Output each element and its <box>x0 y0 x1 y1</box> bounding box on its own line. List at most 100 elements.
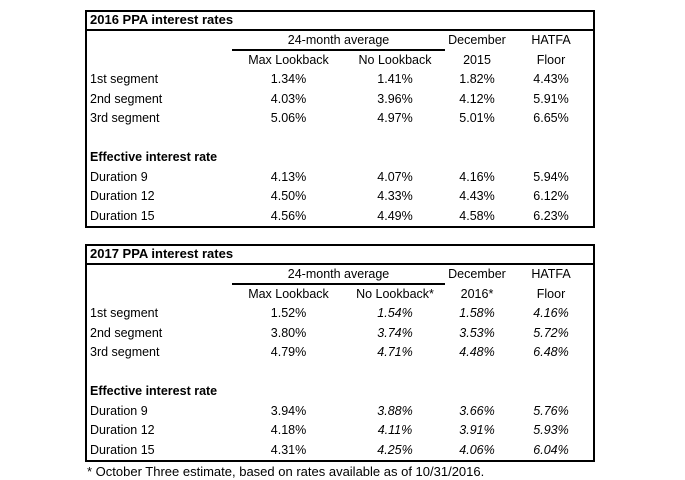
rate-value: 4.16% <box>533 306 569 320</box>
rate-value: 5.72% <box>533 325 569 340</box>
col-header-hatfa: HATFA <box>531 33 571 47</box>
spacer-row <box>87 129 593 149</box>
table-row: Duration 9 4.13% 4.07% 4.16% 5.94% <box>87 168 593 188</box>
rate-value: 3.88% <box>377 403 413 418</box>
rate-value: 5.91% <box>533 91 569 106</box>
rate-value: 4.49% <box>377 208 413 223</box>
rate-value: 6.12% <box>533 189 569 203</box>
rate-value: 1.52% <box>270 306 307 320</box>
col-header-max-lookback: Max Lookback <box>248 52 329 67</box>
rate-value: 5.93% <box>533 423 569 437</box>
rate-value: 6.04% <box>533 442 569 457</box>
rate-value: 3.94% <box>270 403 307 418</box>
table-row: 1st segment 1.34% 1.41% 1.82% 4.43% <box>87 70 593 90</box>
rate-value: 3.80% <box>270 325 307 340</box>
rate-value: 4.18% <box>270 423 307 437</box>
rate-value: 4.31% <box>270 442 307 457</box>
table-row: Duration 12 4.18% 4.11% 3.91% 5.93% <box>87 421 593 441</box>
empty-cell <box>87 265 232 285</box>
rate-value: 4.79% <box>270 345 307 359</box>
rate-value: 4.43% <box>533 72 569 86</box>
rate-value: 4.50% <box>270 189 307 203</box>
col-header-hatfa: HATFA <box>531 267 571 281</box>
row-label: Duration 15 <box>90 208 155 223</box>
rate-value: 3.53% <box>459 325 495 340</box>
table-row: 1st segment 1.52% 1.54% 1.58% 4.16% <box>87 304 593 324</box>
rate-value: 4.71% <box>377 345 413 359</box>
row-label: Duration 9 <box>90 169 148 184</box>
row-label: Duration 9 <box>90 403 148 418</box>
rate-value: 3.66% <box>459 403 495 418</box>
table-title: 2017 PPA interest rates <box>87 246 593 265</box>
spacer-row <box>87 363 593 383</box>
rate-value: 1.41% <box>377 72 413 86</box>
table-row: 3rd segment 4.79% 4.71% 4.48% 6.48% <box>87 343 593 363</box>
col-header-no-lookback: No Lookback* <box>356 286 434 301</box>
section-header-row: Effective interest rate <box>87 382 593 402</box>
rate-value: 4.56% <box>270 208 307 223</box>
row-label: 2nd segment <box>90 91 163 106</box>
rate-value: 1.58% <box>459 306 495 320</box>
rate-value: 5.76% <box>533 403 569 418</box>
table-body: 1st segment 1.34% 1.41% 1.82% 4.43% 2nd segme… <box>87 70 593 226</box>
rate-value: 4.58% <box>459 208 495 223</box>
section-header-row: Effective interest rate <box>87 148 593 168</box>
col-header-year: 2015 <box>463 52 491 67</box>
empty-cell <box>87 285 232 305</box>
row-label: Duration 12 <box>90 189 155 203</box>
rate-value: 4.48% <box>459 345 495 359</box>
table-row: 3rd segment 5.06% 4.97% 5.01% 6.65% <box>87 109 593 129</box>
col-header-floor: Floor <box>536 52 566 67</box>
col-header-december: December <box>448 267 506 281</box>
rate-value: 1.54% <box>377 306 413 320</box>
rate-value: 4.16% <box>459 169 495 184</box>
rate-value: 4.33% <box>377 189 413 203</box>
col-header-max-lookback: Max Lookback <box>248 286 329 301</box>
rate-value: 3.91% <box>459 423 495 437</box>
group-header-24-month-average: 24-month average <box>232 265 445 285</box>
rate-value: 6.48% <box>533 345 569 359</box>
row-label: 1st segment <box>90 72 159 86</box>
column-subheader-row: Max Lookback No Lookback 2015 Floor <box>87 51 593 71</box>
rate-value: 5.01% <box>459 111 495 125</box>
column-group-row: 24-month average December HATFA <box>87 265 593 285</box>
row-label: 2nd segment <box>90 325 163 340</box>
rate-value: 4.12% <box>459 91 495 106</box>
rate-value: 4.13% <box>270 169 307 184</box>
col-header-no-lookback: No Lookback <box>358 52 432 67</box>
col-header-year: 2016* <box>460 286 494 301</box>
section-header-label: Effective interest rate <box>90 150 218 164</box>
table-row: Duration 15 4.31% 4.25% 4.06% 6.04% <box>87 441 593 461</box>
col-header-floor: Floor <box>536 286 566 301</box>
rate-value: 5.94% <box>533 169 569 184</box>
col-header-december: December <box>448 33 506 47</box>
rate-value: 1.82% <box>459 72 495 86</box>
rate-value: 4.06% <box>459 442 495 457</box>
table-row: Duration 9 3.94% 3.88% 3.66% 5.76% <box>87 402 593 422</box>
rate-value: 4.03% <box>270 91 307 106</box>
column-group-row: 24-month average December HATFA <box>87 31 593 51</box>
table-body: 1st segment 1.52% 1.54% 1.58% 4.16% 2nd segme… <box>87 304 593 460</box>
rate-value: 4.11% <box>377 423 413 437</box>
table-row: Duration 12 4.50% 4.33% 4.43% 6.12% <box>87 187 593 207</box>
row-label: Duration 12 <box>90 423 155 437</box>
rate-value: 4.07% <box>377 169 413 184</box>
row-label: 3rd segment <box>90 111 160 125</box>
rate-value: 3.96% <box>377 91 413 106</box>
section-header-label: Effective interest rate <box>90 384 218 398</box>
rate-value: 4.97% <box>377 111 413 125</box>
empty-cell <box>87 31 232 51</box>
ppa-2017-table: 2017 PPA interest rates 24-month average… <box>85 244 595 462</box>
rate-value: 3.74% <box>377 325 413 340</box>
column-subheader-row: Max Lookback No Lookback* 2016* Floor <box>87 285 593 305</box>
table-row: Duration 15 4.56% 4.49% 4.58% 6.23% <box>87 207 593 227</box>
row-label: Duration 15 <box>90 442 155 457</box>
group-header-24-month-average: 24-month average <box>232 31 445 51</box>
table-row: 2nd segment 4.03% 3.96% 4.12% 5.91% <box>87 90 593 110</box>
rate-value: 6.23% <box>533 208 569 223</box>
rate-value: 1.34% <box>270 72 307 86</box>
rate-value: 5.06% <box>270 111 307 125</box>
table-row: 2nd segment 3.80% 3.74% 3.53% 5.72% <box>87 324 593 344</box>
rate-value: 4.25% <box>377 442 413 457</box>
